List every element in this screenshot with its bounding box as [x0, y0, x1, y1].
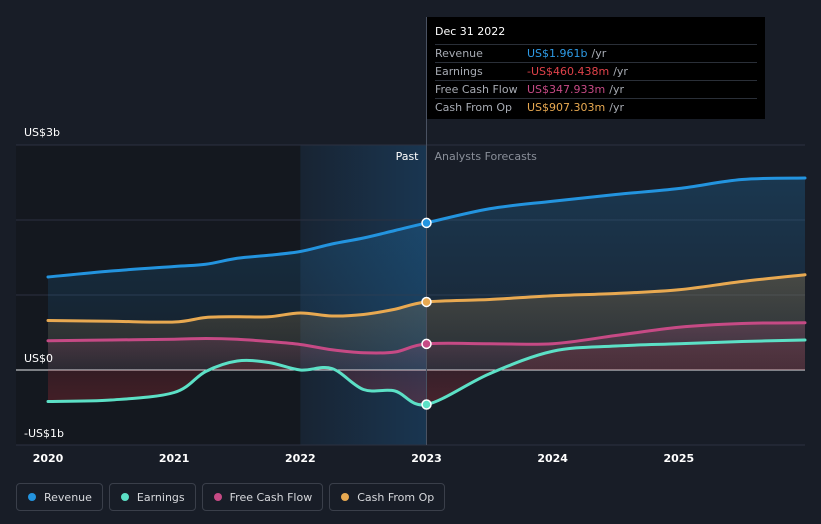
tooltip-value: US$1.961b: [527, 47, 588, 60]
tooltip-label: Cash From Op: [435, 101, 513, 114]
revenue-line: [46, 176, 807, 279]
tooltip-unit: /yr: [609, 83, 624, 96]
legend-label: Cash From Op: [357, 490, 435, 504]
earnings-line: [46, 338, 807, 407]
tooltip-row-earnings: Earnings -US$460.438m /yr: [435, 62, 757, 80]
tooltip-label: Free Cash Flow: [435, 83, 518, 96]
legend-item-cash-from-op[interactable]: Cash From Op: [329, 483, 446, 511]
series-markers: [421, 217, 432, 410]
tooltip-unit: /yr: [609, 101, 624, 114]
tooltip: Dec 31 2022 Revenue US$1.961b /yr Earnin…: [427, 17, 765, 119]
y-tick-label: -US$1b: [24, 427, 64, 440]
tooltip-value: US$907.303m: [527, 101, 606, 114]
x-tick-label: 2023: [411, 452, 442, 465]
tooltip-date: Dec 31 2022: [435, 25, 506, 38]
cash-from-op-dot-icon: [341, 493, 350, 501]
tooltip-unit: /yr: [613, 65, 628, 78]
free_cash_flow-line: [46, 321, 807, 355]
x-tick-label: 2024: [537, 452, 568, 465]
y-axis-labels: US$3b US$0 -US$1b: [24, 126, 64, 440]
legend-label: Earnings: [136, 490, 185, 504]
y-tick-label: US$3b: [24, 126, 60, 139]
legend-label: Free Cash Flow: [229, 490, 313, 504]
earnings-marker: [421, 399, 432, 410]
tooltip-row-free-cash-flow: Free Cash Flow US$347.933m /yr: [435, 80, 757, 98]
tooltip-value: -US$460.438m: [527, 65, 610, 78]
x-tick-label: 2021: [159, 452, 190, 465]
cash_from_op-marker: [421, 296, 432, 308]
series-lines: [46, 176, 807, 407]
legend-item-revenue[interactable]: Revenue: [16, 483, 103, 511]
legend-item-earnings[interactable]: Earnings: [108, 483, 196, 511]
past-label: Past: [396, 150, 420, 163]
tooltip-unit: /yr: [591, 47, 607, 60]
tooltip-label: Revenue: [435, 47, 483, 60]
y-tick-label: US$0: [24, 352, 53, 365]
forecast-label: Analysts Forecasts: [435, 150, 538, 163]
cash_from_op-line: [46, 273, 807, 324]
legend-label: Revenue: [44, 490, 92, 504]
tooltip-row-revenue: Revenue US$1.961b /yr: [435, 44, 757, 62]
x-tick-label: 2022: [285, 452, 316, 465]
free_cash_flow-marker: [421, 338, 432, 350]
legend-item-free-cash-flow[interactable]: Free Cash Flow: [201, 483, 324, 511]
free-cash-flow-dot-icon: [213, 493, 222, 501]
legend: Revenue Earnings Free Cash Flow Cash Fro…: [16, 483, 446, 511]
tooltip-label: Earnings: [435, 65, 483, 78]
tooltip-row-cash-from-op: Cash From Op US$907.303m /yr: [435, 98, 757, 116]
x-tick-label: 2020: [33, 452, 64, 465]
earnings-dot-icon: [120, 493, 129, 501]
revenue-marker: [421, 217, 432, 229]
revenue-dot-icon: [28, 493, 36, 501]
x-tick-label: 2025: [664, 452, 695, 465]
tooltip-value: US$347.933m: [527, 83, 606, 96]
x-axis-labels: 2020 2021 2022 2023 2024 2025: [33, 452, 694, 465]
